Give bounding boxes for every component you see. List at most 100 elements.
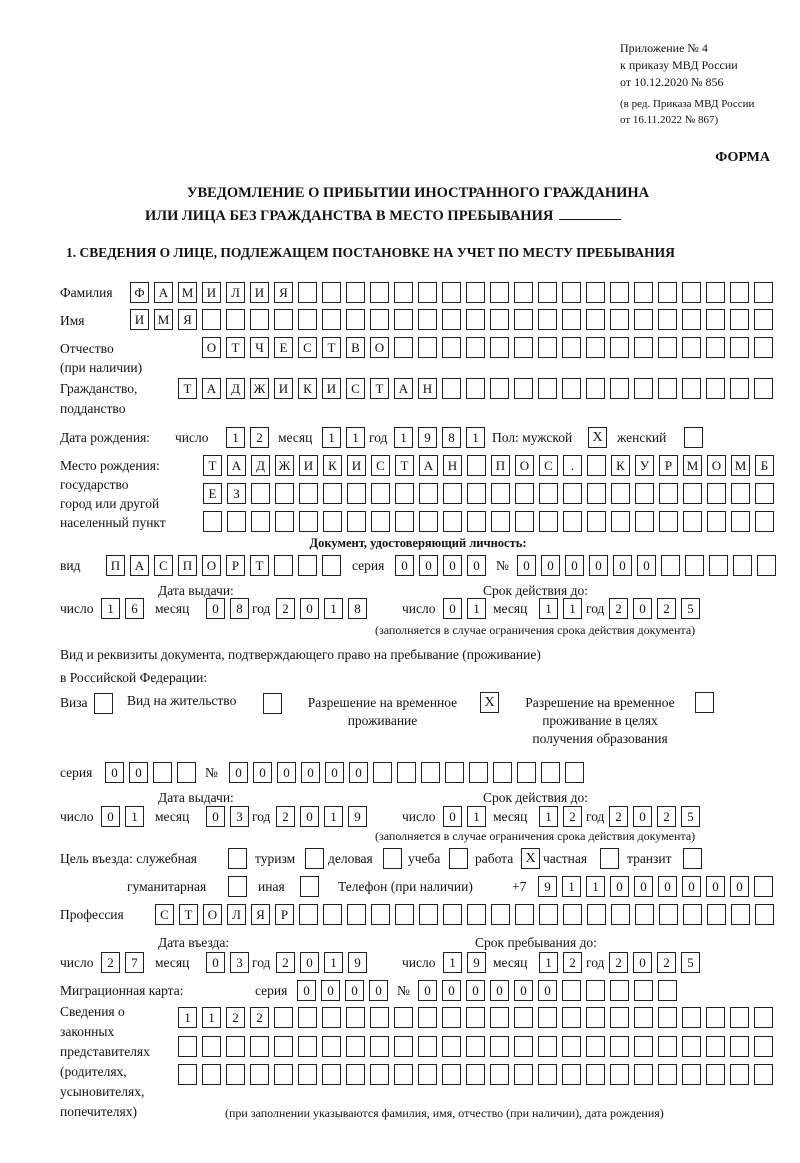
- residence-permit-checkbox[interactable]: [263, 693, 282, 714]
- char-cell[interactable]: [538, 337, 557, 358]
- char-cell[interactable]: 0: [206, 598, 225, 619]
- char-cell[interactable]: 8: [348, 598, 367, 619]
- char-cell[interactable]: 9: [538, 876, 557, 897]
- char-cell[interactable]: [274, 555, 293, 576]
- purpose-study-checkbox[interactable]: [449, 848, 468, 869]
- char-cell[interactable]: [586, 282, 605, 303]
- char-cell[interactable]: [490, 282, 509, 303]
- char-cell[interactable]: 1: [539, 598, 558, 619]
- char-cell[interactable]: [394, 282, 413, 303]
- char-cell[interactable]: 1: [443, 952, 462, 973]
- char-cell[interactable]: [346, 309, 365, 330]
- char-cell[interactable]: [707, 483, 726, 504]
- char-cell[interactable]: 1: [562, 876, 581, 897]
- char-cell[interactable]: [587, 455, 606, 476]
- char-cell[interactable]: .: [563, 455, 582, 476]
- char-cell[interactable]: К: [298, 378, 317, 399]
- char-cell[interactable]: 0: [467, 555, 486, 576]
- char-cell[interactable]: [322, 309, 341, 330]
- char-cell[interactable]: А: [394, 378, 413, 399]
- char-cell[interactable]: 0: [443, 555, 462, 576]
- char-cell[interactable]: [611, 511, 630, 532]
- char-cell[interactable]: [226, 1064, 245, 1085]
- char-cell[interactable]: [202, 1064, 221, 1085]
- char-cell[interactable]: [346, 1036, 365, 1057]
- char-cell[interactable]: С: [346, 378, 365, 399]
- char-cell[interactable]: 0: [730, 876, 749, 897]
- char-cell[interactable]: [562, 1007, 581, 1028]
- char-cell[interactable]: [177, 762, 196, 783]
- char-cell[interactable]: С: [539, 455, 558, 476]
- char-cell[interactable]: [490, 1036, 509, 1057]
- char-cell[interactable]: [563, 904, 582, 925]
- char-cell[interactable]: [538, 282, 557, 303]
- char-cell[interactable]: [395, 483, 414, 504]
- char-cell[interactable]: [493, 762, 512, 783]
- char-cell[interactable]: [299, 904, 318, 925]
- char-cell[interactable]: [610, 1036, 629, 1057]
- char-cell[interactable]: Я: [274, 282, 293, 303]
- char-cell[interactable]: Л: [227, 904, 246, 925]
- char-cell[interactable]: [707, 511, 726, 532]
- char-cell[interactable]: [682, 1036, 701, 1057]
- char-cell[interactable]: [634, 337, 653, 358]
- char-cell[interactable]: 5: [681, 952, 700, 973]
- char-cell[interactable]: [251, 511, 270, 532]
- char-cell[interactable]: [298, 1007, 317, 1028]
- char-cell[interactable]: Ж: [250, 378, 269, 399]
- char-cell[interactable]: [658, 980, 677, 1001]
- char-cell[interactable]: [682, 309, 701, 330]
- char-cell[interactable]: [445, 762, 464, 783]
- char-cell[interactable]: [514, 1007, 533, 1028]
- char-cell[interactable]: [659, 904, 678, 925]
- char-cell[interactable]: [469, 762, 488, 783]
- char-cell[interactable]: С: [371, 455, 390, 476]
- char-cell[interactable]: 1: [178, 1007, 197, 1028]
- char-cell[interactable]: [274, 1064, 293, 1085]
- char-cell[interactable]: [658, 378, 677, 399]
- char-cell[interactable]: О: [202, 555, 221, 576]
- char-cell[interactable]: М: [731, 455, 750, 476]
- char-cell[interactable]: 0: [637, 555, 656, 576]
- char-cell[interactable]: [730, 282, 749, 303]
- char-cell[interactable]: [586, 1007, 605, 1028]
- char-cell[interactable]: [419, 483, 438, 504]
- char-cell[interactable]: Ч: [250, 337, 269, 358]
- char-cell[interactable]: 0: [253, 762, 272, 783]
- char-cell[interactable]: А: [154, 282, 173, 303]
- char-cell[interactable]: П: [178, 555, 197, 576]
- char-cell[interactable]: [610, 980, 629, 1001]
- char-cell[interactable]: [706, 1036, 725, 1057]
- char-cell[interactable]: [275, 483, 294, 504]
- char-cell[interactable]: [706, 282, 725, 303]
- char-cell[interactable]: 0: [682, 876, 701, 897]
- char-cell[interactable]: [610, 282, 629, 303]
- char-cell[interactable]: [347, 511, 366, 532]
- char-cell[interactable]: [299, 511, 318, 532]
- char-cell[interactable]: И: [274, 378, 293, 399]
- char-cell[interactable]: [442, 1064, 461, 1085]
- char-cell[interactable]: [323, 904, 342, 925]
- char-cell[interactable]: [682, 378, 701, 399]
- char-cell[interactable]: 1: [322, 427, 341, 448]
- char-cell[interactable]: 8: [442, 427, 461, 448]
- char-cell[interactable]: 0: [369, 980, 388, 1001]
- char-cell[interactable]: 0: [129, 762, 148, 783]
- visa-checkbox[interactable]: [94, 693, 113, 714]
- char-cell[interactable]: Ф: [130, 282, 149, 303]
- char-cell[interactable]: [730, 1064, 749, 1085]
- char-cell[interactable]: [562, 309, 581, 330]
- char-cell[interactable]: [298, 282, 317, 303]
- char-cell[interactable]: [731, 511, 750, 532]
- char-cell[interactable]: [610, 1064, 629, 1085]
- char-cell[interactable]: 1: [467, 806, 486, 827]
- char-cell[interactable]: [587, 904, 606, 925]
- char-cell[interactable]: [421, 762, 440, 783]
- char-cell[interactable]: [754, 1036, 773, 1057]
- char-cell[interactable]: [442, 337, 461, 358]
- char-cell[interactable]: [202, 1036, 221, 1057]
- char-cell[interactable]: [706, 1007, 725, 1028]
- trp-education-checkbox[interactable]: [695, 692, 714, 713]
- char-cell[interactable]: [538, 309, 557, 330]
- char-cell[interactable]: 0: [706, 876, 725, 897]
